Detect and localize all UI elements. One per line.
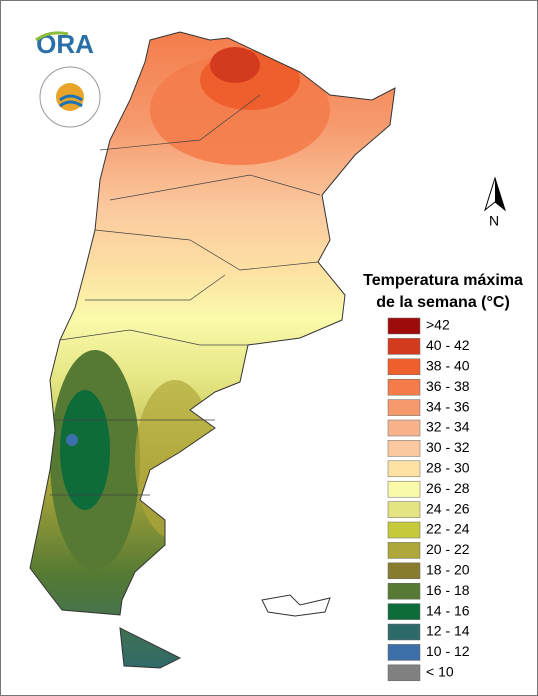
- legend-swatch: [387, 521, 421, 539]
- legend-swatch: [387, 399, 421, 416]
- legend-swatch: [387, 562, 421, 580]
- legend-label: 24 - 26: [426, 500, 470, 516]
- legend-label: 12 - 14: [426, 623, 470, 639]
- legend-title: de la semana (°C): [376, 294, 510, 311]
- province-borders: [50, 94, 321, 496]
- legend-label: < 10: [426, 664, 454, 680]
- legend-swatch: [387, 644, 421, 661]
- legend-swatch: [387, 440, 421, 457]
- legend-label: 30 - 32: [426, 439, 470, 455]
- legend-label: 34 - 36: [426, 398, 470, 414]
- north-label: N: [489, 213, 499, 229]
- legend: Temperatura máxima de la semana (°C) >42 40…: [363, 272, 523, 682]
- legend-label: 20 - 22: [426, 541, 470, 557]
- legend-swatch: [387, 419, 421, 437]
- legend-label: 40 - 42: [426, 337, 470, 353]
- seal-waves: [59, 94, 83, 108]
- legend-label: 26 - 28: [426, 480, 470, 496]
- legend-swatch: [387, 378, 421, 396]
- legend-swatch: [387, 501, 421, 518]
- legend-label: 14 - 16: [426, 602, 470, 618]
- legend-title: Temperatura máxima: [363, 272, 523, 289]
- legend-swatch: [387, 603, 421, 620]
- legend-swatch: [387, 317, 421, 335]
- legend-label: 22 - 24: [426, 521, 470, 537]
- legend-label: 32 - 34: [426, 419, 470, 435]
- legend-label: >42: [426, 317, 450, 333]
- legend-swatch: [387, 460, 421, 478]
- legend-label: 16 - 18: [426, 582, 470, 598]
- islands: [261, 594, 331, 617]
- country-outline: [29, 31, 396, 669]
- legend-swatch: [387, 358, 421, 376]
- legend-swatch: [387, 623, 421, 641]
- legend-swatch: [387, 582, 421, 600]
- legend-swatch: [387, 542, 421, 559]
- north-arrow-half: [495, 178, 505, 210]
- legend-swatch: [387, 480, 421, 498]
- legend-swatch: [387, 338, 421, 355]
- legend-label: 28 - 30: [426, 460, 470, 476]
- legend-label: 36 - 38: [426, 378, 470, 394]
- legend-label: 38 - 40: [426, 358, 470, 374]
- logo-swoosh: [35, 31, 69, 42]
- legend-label: 18 - 20: [426, 562, 470, 578]
- legend-swatch: [387, 664, 421, 682]
- legend-label: 10 - 12: [426, 643, 470, 659]
